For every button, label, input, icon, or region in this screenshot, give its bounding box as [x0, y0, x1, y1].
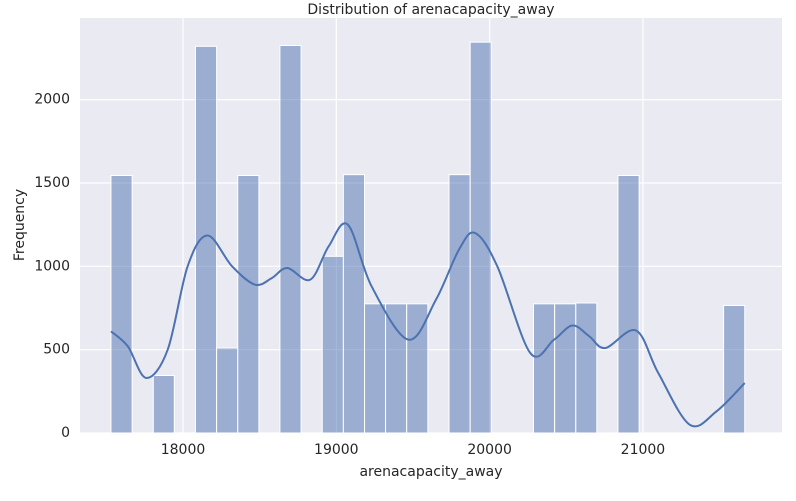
x-axis-label: arenacapacity_away — [359, 464, 502, 480]
bar — [237, 175, 260, 434]
bar — [406, 303, 429, 434]
bar — [554, 303, 577, 434]
bar — [194, 45, 218, 434]
bar — [575, 302, 598, 434]
x-tick-label: 18000 — [161, 442, 206, 458]
bar — [110, 175, 133, 434]
y-axis-label: Frequency — [12, 189, 28, 261]
bar — [385, 303, 408, 434]
bar — [342, 174, 366, 434]
plot-background — [80, 18, 782, 433]
x-tick-label: 20000 — [467, 442, 512, 458]
bar — [279, 45, 302, 434]
y-tick-label: 1500 — [34, 175, 70, 191]
bar — [364, 303, 387, 434]
x-tick-label: 21000 — [621, 442, 666, 458]
y-tick-label: 2000 — [34, 92, 70, 108]
bar — [152, 375, 175, 434]
bar — [617, 175, 640, 434]
kde-line — [110, 222, 746, 428]
y-tick-label: 500 — [43, 342, 70, 358]
bar — [321, 255, 344, 434]
bar — [448, 174, 471, 434]
bar — [216, 347, 239, 434]
bar — [532, 303, 556, 434]
y-tick-label: 0 — [61, 425, 70, 441]
chart-title: Distribution of arenacapacity_away — [307, 2, 554, 18]
bar — [723, 305, 746, 434]
y-tick-label: 1000 — [34, 258, 70, 274]
x-tick-label: 19000 — [314, 442, 359, 458]
